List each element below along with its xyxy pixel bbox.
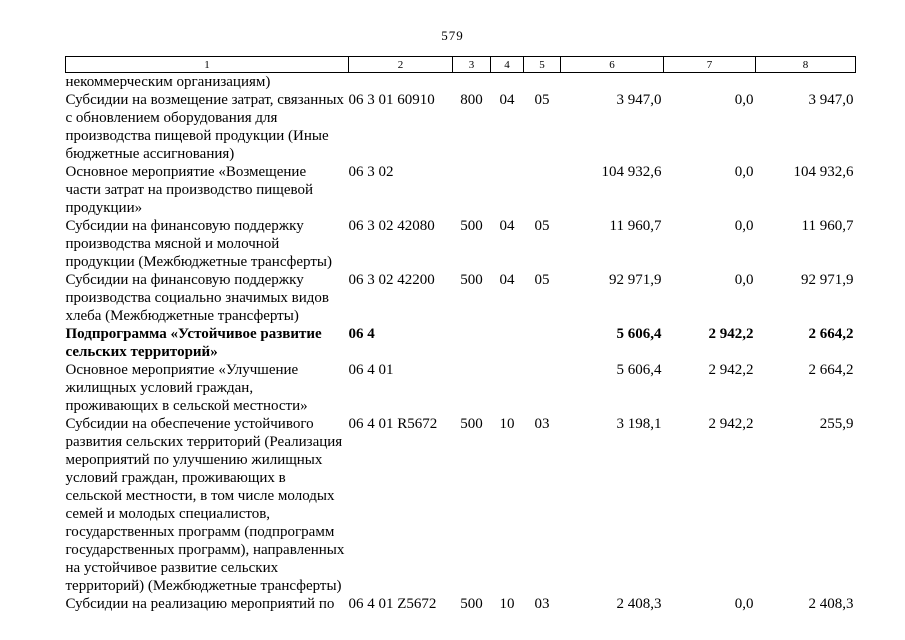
cell-col-6: 5 606,4 — [616, 326, 662, 342]
cell-col-3: 800 — [460, 92, 483, 108]
cell-col-5 — [524, 325, 561, 361]
cell-col-3: 500 — [460, 272, 483, 288]
column-header-2: 2 — [348, 56, 453, 73]
cell-col-6: 92 971,9 — [609, 272, 662, 288]
cell-col-6: 3 947,0 — [616, 92, 662, 108]
cell-col-4: 10 — [499, 416, 515, 432]
table-row: Субсидии на обеспечение устойчивого разв… — [66, 415, 856, 595]
cell-col-7: 2 942,2 — [708, 326, 754, 342]
cell-col-3 — [453, 361, 491, 415]
cell-col-1: Основное мероприятие «Улучшение жилищных… — [65, 362, 308, 414]
cell-col-8 — [756, 73, 856, 92]
cell-col-5: 05 — [534, 218, 550, 234]
cell-col-2: 06 3 01 60910 — [348, 92, 435, 108]
cell-col-3 — [453, 325, 491, 361]
cell-col-3: 500 — [460, 416, 483, 432]
table-row: Подпрограмма «Устойчивое развитие сельск… — [66, 325, 856, 361]
cell-col-4: 04 — [499, 272, 515, 288]
cell-col-3 — [453, 73, 491, 92]
cell-col-2: 06 4 — [348, 326, 375, 342]
cell-col-7: 2 942,2 — [708, 416, 754, 432]
cell-col-1: Субсидии на финансовую поддержку произво… — [65, 272, 330, 324]
cell-col-2: 06 3 02 — [348, 164, 394, 180]
cell-col-4 — [491, 73, 524, 92]
cell-col-4 — [491, 361, 524, 415]
cell-col-8: 92 971,9 — [801, 272, 854, 288]
column-header-3: 3 — [452, 56, 491, 73]
column-header-4: 4 — [490, 56, 524, 73]
cell-col-5: 05 — [534, 92, 550, 108]
table-row: Субсидии на реализацию мероприятий по 06 … — [66, 595, 856, 613]
cell-col-8: 3 947,0 — [808, 92, 854, 108]
cell-col-2: 06 3 02 42200 — [348, 272, 435, 288]
cell-col-2: 06 4 01 Z5672 — [348, 596, 437, 612]
cell-col-7: 0,0 — [734, 164, 754, 180]
table-row: Субсидии на возмещение затрат, связанных… — [66, 91, 856, 163]
cell-col-1: некоммерческим организациям) — [65, 74, 271, 90]
table-body: некоммерческим организациям) Субсидии на … — [66, 73, 856, 614]
cell-col-5: 03 — [534, 416, 550, 432]
cell-col-6: 104 932,6 — [601, 164, 662, 180]
cell-col-1: Субсидии на реализацию мероприятий по — [65, 596, 335, 612]
column-header-6: 6 — [560, 56, 664, 73]
cell-col-1: Подпрограмма «Устойчивое развитие сельск… — [65, 326, 322, 360]
cell-col-8: 2 664,2 — [808, 326, 854, 342]
cell-col-4: 10 — [499, 596, 515, 612]
cell-col-7: 0,0 — [734, 272, 754, 288]
cell-col-4 — [491, 325, 524, 361]
cell-col-4: 04 — [499, 92, 515, 108]
table-row: Субсидии на финансовую поддержку произво… — [66, 217, 856, 271]
cell-col-4: 04 — [499, 218, 515, 234]
cell-col-3 — [453, 163, 491, 217]
cell-col-1: Основное мероприятие «Возмещение части з… — [65, 164, 314, 216]
cell-col-2: 06 3 02 42080 — [348, 218, 435, 234]
table-row: Субсидии на финансовую поддержку произво… — [66, 271, 856, 325]
column-header-5: 5 — [523, 56, 561, 73]
cell-col-5: 03 — [534, 596, 550, 612]
cell-col-3: 500 — [460, 218, 483, 234]
cell-col-8: 2 664,2 — [808, 362, 854, 378]
page-number: 579 — [441, 28, 464, 43]
table-row: Основное мероприятие «Возмещение части з… — [66, 163, 856, 217]
cell-col-5 — [524, 163, 561, 217]
cell-col-8: 2 408,3 — [808, 596, 854, 612]
cell-col-7: 0,0 — [734, 92, 754, 108]
cell-col-4 — [491, 163, 524, 217]
cell-col-1: Субсидии на финансовую поддержку произво… — [65, 218, 332, 270]
cell-col-3: 500 — [460, 596, 483, 612]
cell-col-2: 06 4 01 R5672 — [348, 416, 438, 432]
cell-col-6 — [561, 73, 664, 92]
cell-col-7: 2 942,2 — [708, 362, 754, 378]
cell-col-7: 0,0 — [734, 218, 754, 234]
cell-col-7 — [664, 73, 756, 92]
cell-col-5 — [524, 361, 561, 415]
cell-col-6: 2 408,3 — [616, 596, 662, 612]
cell-col-2: 06 4 01 — [348, 362, 394, 378]
cell-col-6: 5 606,4 — [616, 362, 662, 378]
cell-col-1: Субсидии на обеспечение устойчивого разв… — [65, 416, 345, 594]
cell-col-1: Субсидии на возмещение затрат, связанных… — [65, 92, 344, 162]
table-row: некоммерческим организациям) — [66, 73, 856, 92]
cell-col-7: 0,0 — [734, 596, 754, 612]
column-header-7: 7 — [663, 56, 756, 73]
cell-col-6: 11 960,7 — [609, 218, 662, 234]
column-header-1: 1 — [65, 56, 349, 73]
cell-col-6: 3 198,1 — [616, 416, 662, 432]
cell-col-8: 255,9 — [819, 416, 854, 432]
column-header-8: 8 — [755, 56, 856, 73]
cell-col-8: 11 960,7 — [801, 218, 854, 234]
table-row: Основное мероприятие «Улучшение жилищных… — [66, 361, 856, 415]
cell-col-5 — [524, 73, 561, 92]
cell-col-8: 104 932,6 — [793, 164, 854, 180]
cell-col-2 — [349, 73, 453, 92]
cell-col-5: 05 — [534, 272, 550, 288]
